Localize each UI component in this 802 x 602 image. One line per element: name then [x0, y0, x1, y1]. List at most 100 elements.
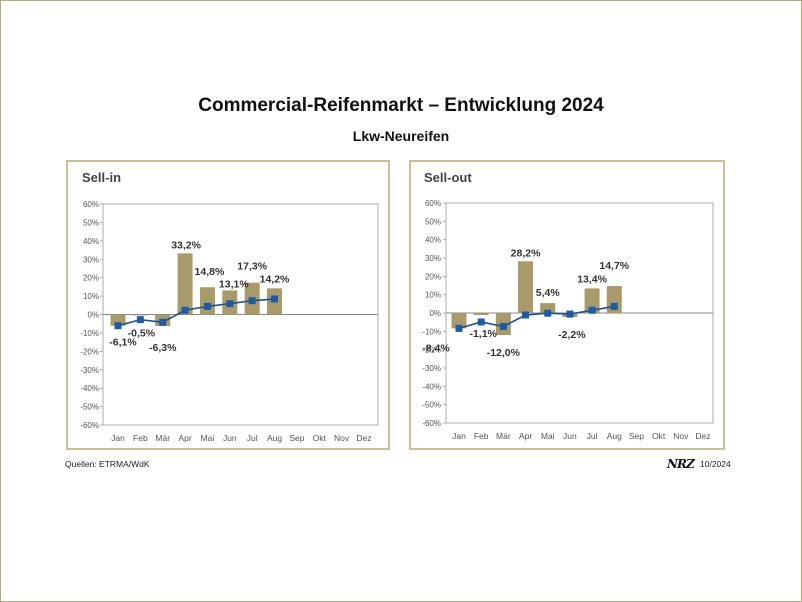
line-marker: [588, 306, 596, 314]
issue-date: 10/2024: [700, 459, 731, 469]
y-tick-label: 60%: [425, 199, 441, 208]
x-tick-label: Mär: [496, 431, 511, 441]
y-tick-label: 30%: [83, 255, 99, 264]
y-tick-label: 10%: [83, 292, 99, 301]
data-label: -1,1%: [469, 328, 497, 340]
trend-line: [117, 298, 275, 327]
x-tick-label: Sep: [629, 431, 644, 441]
x-tick-label: Jan: [111, 433, 125, 443]
data-label: 28,2%: [511, 247, 541, 259]
data-label: 13,4%: [577, 273, 607, 285]
y-tick-label: -40%: [422, 382, 441, 391]
y-tick-label: -10%: [422, 327, 441, 336]
y-tick-label: 10%: [425, 291, 441, 300]
y-tick-label: -40%: [80, 384, 99, 393]
page-subtitle: Lkw-Neureifen: [352, 128, 450, 144]
bar-mai: [199, 287, 215, 315]
data-label: -0,5%: [128, 328, 156, 340]
y-tick-label: -60%: [80, 421, 99, 430]
y-tick-label: 30%: [425, 254, 441, 263]
nrz-logo: NRZ: [667, 457, 695, 471]
line-marker: [114, 322, 122, 330]
data-label: 14,2%: [260, 273, 290, 285]
line-marker: [271, 295, 279, 303]
y-tick-label: 50%: [425, 217, 441, 226]
x-tick-label: Jul: [587, 431, 598, 441]
line-marker: [226, 300, 234, 308]
data-label: -12,0%: [487, 347, 521, 359]
y-tick-label: -30%: [422, 364, 441, 373]
x-tick-label: Jun: [223, 433, 237, 443]
line-marker: [522, 311, 530, 319]
line-marker: [566, 310, 574, 318]
line-marker: [499, 323, 507, 331]
bar-jan: [110, 314, 126, 326]
page-title: Commercial-Reifenmarkt – Entwicklung 202…: [198, 95, 604, 116]
line-marker: [159, 318, 167, 326]
chart-sell-in: Sell-in 60% 50% 40% 30% 20% 10% 0% -10% -20% -30% -…: [66, 160, 390, 450]
y-tick-label: 60%: [83, 200, 99, 209]
y-tick-label: -20%: [422, 346, 441, 355]
line-marker: [136, 316, 144, 324]
data-label: -6,3%: [149, 342, 177, 354]
chart-title: Sell-out: [424, 170, 472, 185]
x-tick-label: Mär: [155, 433, 170, 443]
line-marker: [610, 302, 618, 310]
data-label: 13,1%: [219, 278, 249, 290]
data-label: -2,2%: [558, 329, 586, 341]
chart-title: Sell-in: [82, 170, 121, 185]
x-tick-label: Apr: [178, 433, 191, 443]
y-tick-label: 40%: [425, 236, 441, 245]
line-marker: [248, 297, 256, 305]
data-label: 14,7%: [599, 260, 629, 272]
x-tick-label: Mai: [201, 433, 215, 443]
x-tick-label: Dez: [356, 433, 371, 443]
bar-mai: [540, 303, 556, 313]
bar-apr: [177, 253, 193, 315]
y-tick-label: 40%: [83, 237, 99, 246]
data-label: 17,3%: [237, 261, 267, 273]
bar-feb: [473, 313, 489, 316]
chart-frame: [409, 160, 725, 450]
x-tick-label: Nov: [673, 431, 689, 441]
y-tick-label: -50%: [80, 403, 99, 412]
x-tick-label: Feb: [133, 433, 148, 443]
y-tick-label: 20%: [83, 274, 99, 283]
chart-sell-out: Sell-out 60% 50% 40% 30% 20% 10% 0% -10% -20% -30%…: [409, 160, 725, 450]
bar-apr: [518, 261, 534, 313]
y-tick-label: -20%: [80, 347, 99, 356]
data-label: 33,2%: [171, 239, 201, 251]
data-label: -6,1%: [109, 337, 137, 349]
line-marker: [455, 324, 463, 332]
x-tick-label: Dez: [695, 431, 710, 441]
y-tick-label: -60%: [422, 419, 441, 428]
x-tick-label: Nov: [334, 433, 350, 443]
x-tick-label: Feb: [474, 431, 489, 441]
x-tick-label: Apr: [519, 431, 532, 441]
x-tick-label: Jul: [247, 433, 258, 443]
trend-line: [458, 305, 615, 330]
y-tick-label: -50%: [422, 401, 441, 410]
y-tick-label: 0%: [87, 311, 99, 320]
x-tick-label: Aug: [607, 431, 622, 441]
data-label: 5,4%: [536, 287, 561, 299]
x-tick-label: Mai: [541, 431, 555, 441]
x-tick-label: Jun: [563, 431, 577, 441]
y-tick-label: 0%: [429, 309, 441, 318]
x-tick-label: Jan: [452, 431, 466, 441]
y-tick-label: 20%: [425, 272, 441, 281]
source-note: Quellen: ETRMA/WdK: [65, 459, 150, 469]
line-marker: [544, 309, 552, 317]
bar-jul: [584, 288, 600, 313]
x-tick-label: Okt: [652, 431, 666, 441]
bar-jan: [451, 313, 467, 329]
y-tick-label: -30%: [80, 366, 99, 375]
data-label: -8,4%: [422, 342, 450, 354]
data-label: 14,8%: [195, 266, 225, 278]
bar-feb: [132, 314, 148, 316]
chart-frame: [66, 160, 390, 450]
line-marker: [203, 302, 211, 310]
x-tick-label: Aug: [267, 433, 282, 443]
line-marker: [181, 306, 189, 314]
y-tick-label: 50%: [83, 218, 99, 227]
